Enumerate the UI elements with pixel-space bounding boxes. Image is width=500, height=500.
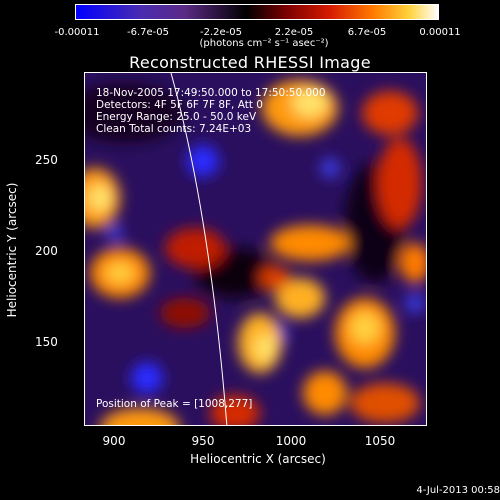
colorbar bbox=[75, 4, 439, 20]
annotation-energy: Energy Range: 25.0 - 50.0 keV bbox=[96, 111, 257, 123]
annotation-peak: Position of Peak = [1008,277] bbox=[96, 398, 253, 410]
colorbar-tick: 0.00011 bbox=[419, 27, 461, 38]
heatmap-image bbox=[85, 73, 426, 425]
x-tick-label: 900 bbox=[102, 434, 126, 448]
x-axis-label: Heliocentric X (arcsec) bbox=[190, 452, 326, 466]
timestamp: 4-Jul-2013 00:58 bbox=[416, 485, 500, 496]
x-tick-label: 1050 bbox=[364, 434, 396, 448]
chart-title: Reconstructed RHESSI Image bbox=[129, 53, 371, 72]
annotation-clean: Clean Total counts: 7.24E+03 bbox=[96, 123, 252, 135]
y-tick-label: 200 bbox=[35, 244, 58, 258]
colorbar-tick: -0.00011 bbox=[54, 27, 100, 38]
colorbar-tick: -6.7e-05 bbox=[127, 27, 169, 38]
annotation-time: 18-Nov-2005 17:49:50.000 to 17:50:50.000 bbox=[96, 87, 326, 99]
y-axis-label: Heliocentric Y (arcsec) bbox=[5, 182, 19, 318]
colorbar-tick: 6.7e-05 bbox=[347, 27, 387, 38]
colorbar-units: (photons cm⁻² s⁻¹ asec⁻²) bbox=[199, 38, 329, 49]
image-plot bbox=[84, 72, 427, 426]
annotation-detectors: Detectors: 4F 5F 6F 7F 8F, Att 0 bbox=[96, 99, 263, 111]
colorbar-tick: 2.2e-05 bbox=[274, 27, 314, 38]
y-tick-label: 250 bbox=[35, 153, 58, 167]
x-tick-label: 950 bbox=[191, 434, 215, 448]
y-tick-label: 150 bbox=[35, 335, 58, 349]
x-tick-label: 1000 bbox=[275, 434, 307, 448]
colorbar-tick: -2.2e-05 bbox=[200, 27, 242, 38]
